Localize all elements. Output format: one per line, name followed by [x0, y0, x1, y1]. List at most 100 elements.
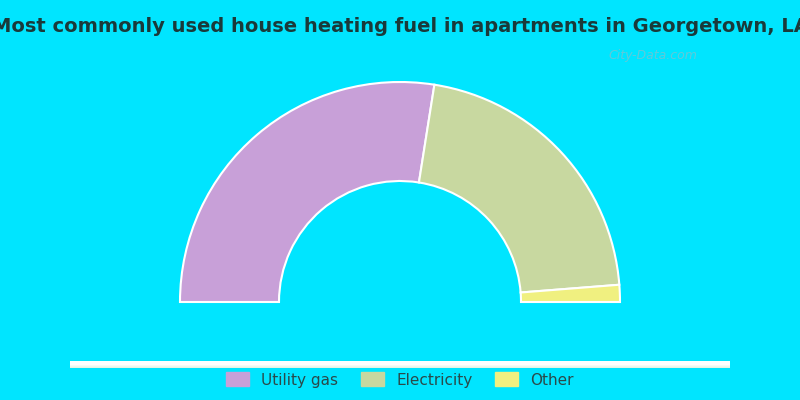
- Bar: [70, 364, 730, 367]
- Bar: [70, 362, 730, 366]
- Bar: [70, 363, 730, 367]
- Bar: [70, 361, 730, 365]
- Bar: [70, 361, 730, 365]
- Text: Most commonly used house heating fuel in apartments in Georgetown, LA: Most commonly used house heating fuel in…: [0, 17, 800, 36]
- Bar: [70, 364, 730, 368]
- Bar: [70, 362, 730, 366]
- Bar: [70, 362, 730, 365]
- Bar: [70, 364, 730, 367]
- Bar: [70, 362, 730, 366]
- Bar: [70, 364, 730, 367]
- Bar: [70, 363, 730, 366]
- Wedge shape: [180, 82, 434, 302]
- Bar: [70, 361, 730, 365]
- Bar: [70, 363, 730, 367]
- Bar: [70, 364, 730, 367]
- Bar: [70, 364, 730, 368]
- Bar: [70, 362, 730, 365]
- Bar: [70, 363, 730, 367]
- Bar: [70, 362, 730, 366]
- Bar: [70, 364, 730, 367]
- Bar: [70, 361, 730, 365]
- Bar: [70, 363, 730, 366]
- Bar: [70, 364, 730, 368]
- Bar: [70, 362, 730, 365]
- Bar: [70, 362, 730, 366]
- Bar: [70, 362, 730, 366]
- Bar: [70, 363, 730, 366]
- Bar: [70, 364, 730, 368]
- Bar: [70, 362, 730, 366]
- Wedge shape: [419, 85, 619, 292]
- Bar: [70, 363, 730, 367]
- Bar: [70, 363, 730, 367]
- Bar: [70, 364, 730, 367]
- Bar: [70, 362, 730, 365]
- Bar: [70, 362, 730, 366]
- Bar: [70, 362, 730, 366]
- Bar: [70, 363, 730, 366]
- Bar: [70, 361, 730, 365]
- Bar: [70, 363, 730, 366]
- Bar: [70, 364, 730, 367]
- Bar: [70, 364, 730, 368]
- Bar: [70, 362, 730, 366]
- Wedge shape: [521, 285, 620, 302]
- Bar: [70, 364, 730, 367]
- Bar: [70, 361, 730, 364]
- Bar: [70, 362, 730, 365]
- Bar: [70, 364, 730, 367]
- Bar: [70, 364, 730, 368]
- Bar: [70, 361, 730, 365]
- Bar: [70, 362, 730, 365]
- Bar: [70, 362, 730, 365]
- Bar: [70, 364, 730, 368]
- Bar: [70, 362, 730, 365]
- Bar: [70, 361, 730, 365]
- Bar: [70, 363, 730, 366]
- Bar: [70, 364, 730, 367]
- Text: City-Data.com: City-Data.com: [608, 49, 697, 62]
- Bar: [70, 362, 730, 365]
- Bar: [70, 364, 730, 367]
- Bar: [70, 363, 730, 367]
- Bar: [70, 361, 730, 365]
- Bar: [70, 364, 730, 368]
- Bar: [70, 364, 730, 368]
- Bar: [70, 364, 730, 368]
- Bar: [70, 362, 730, 365]
- Bar: [70, 364, 730, 368]
- Bar: [70, 363, 730, 366]
- Bar: [70, 363, 730, 366]
- Bar: [70, 361, 730, 364]
- Bar: [70, 362, 730, 366]
- Bar: [70, 363, 730, 367]
- Bar: [70, 361, 730, 365]
- Bar: [70, 364, 730, 367]
- Legend: Utility gas, Electricity, Other: Utility gas, Electricity, Other: [220, 366, 580, 394]
- Bar: [70, 362, 730, 366]
- Bar: [70, 363, 730, 366]
- Bar: [70, 362, 730, 365]
- Bar: [70, 362, 730, 366]
- Bar: [70, 364, 730, 368]
- Bar: [70, 364, 730, 368]
- Bar: [70, 362, 730, 365]
- Bar: [70, 362, 730, 366]
- Bar: [70, 362, 730, 366]
- Bar: [70, 363, 730, 366]
- Bar: [70, 362, 730, 366]
- Bar: [70, 363, 730, 366]
- Bar: [70, 361, 730, 364]
- Bar: [70, 362, 730, 366]
- Bar: [70, 363, 730, 366]
- Bar: [70, 362, 730, 366]
- Bar: [70, 362, 730, 365]
- Bar: [70, 364, 730, 368]
- Bar: [70, 364, 730, 368]
- Bar: [70, 362, 730, 365]
- Bar: [70, 362, 730, 366]
- Bar: [70, 363, 730, 366]
- Bar: [70, 364, 730, 368]
- Bar: [70, 363, 730, 366]
